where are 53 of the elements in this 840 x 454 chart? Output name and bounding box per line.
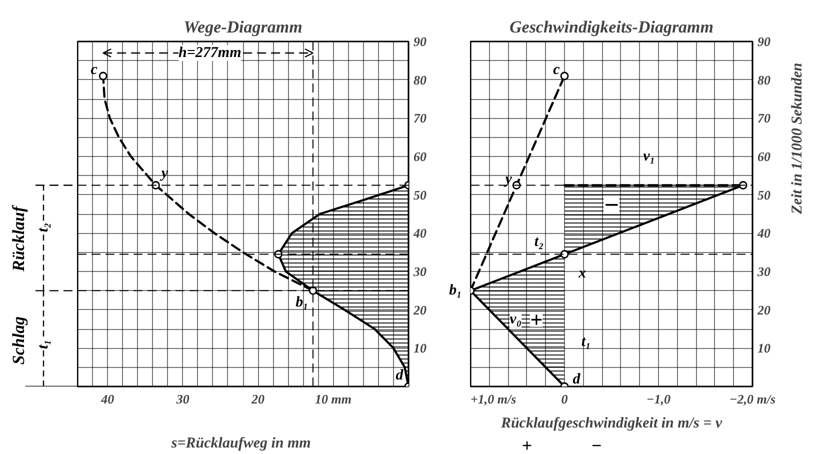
y-tick-label: 70 xyxy=(414,110,427,126)
x-axis-title: Rücklaufgeschwindigkeit in m/s = v xyxy=(500,416,722,432)
annotation: t₁ xyxy=(581,334,591,350)
x-tick-label: 10 mm xyxy=(315,392,352,406)
y-tick-label: 70 xyxy=(758,110,771,126)
y-tick-label: 80 xyxy=(414,72,427,88)
annotation: h=277mm xyxy=(178,45,242,61)
annotation: y xyxy=(503,171,512,188)
y-tick-label: 20 xyxy=(412,302,427,318)
text: − xyxy=(591,436,602,454)
y-tick-label: 50 xyxy=(758,187,771,202)
y-tick-label: 60 xyxy=(414,149,427,164)
y-tick-label: 30 xyxy=(412,264,427,279)
annotation: c xyxy=(90,62,98,78)
x-tick-label: 20 xyxy=(250,392,266,406)
annotation: c xyxy=(553,62,560,78)
annotation: x xyxy=(578,265,587,282)
y-tick-label: 90 xyxy=(758,34,771,49)
y-tick-label: 90 xyxy=(414,34,427,49)
x-tick-label: 0 xyxy=(561,392,568,406)
x-tick-label: −2,0 m/s xyxy=(729,392,776,406)
y-tick-label: 40 xyxy=(412,226,427,241)
text: Schlag xyxy=(9,316,28,365)
y-tick-label: 60 xyxy=(758,149,771,164)
chart-title: Geschwindigkeits-Diagramm xyxy=(509,18,714,36)
y-tick-label: 10 xyxy=(758,340,771,356)
annotation: b₁ xyxy=(449,282,462,299)
annotation: t₂ xyxy=(534,234,544,250)
annotation: y xyxy=(159,165,168,182)
y-tick-label: 40 xyxy=(756,226,771,241)
x-tick-label: 40 xyxy=(100,392,115,406)
annotation: v₀ xyxy=(510,311,522,328)
annotation: d xyxy=(396,368,404,384)
y-tick-label: 30 xyxy=(756,264,771,279)
annotation: − xyxy=(604,190,620,220)
x-tick-label: −1,0 xyxy=(646,392,672,406)
text: Rücklauf xyxy=(9,204,28,273)
x-tick-label: +1,0 m/s xyxy=(470,392,516,406)
annotation: + xyxy=(530,306,543,332)
text: t₁ xyxy=(36,340,52,350)
y-tick-label: 10 xyxy=(414,340,427,356)
text: + xyxy=(522,436,532,454)
annotation: d xyxy=(572,372,581,388)
y-tick-label: 80 xyxy=(758,72,771,88)
annotation: v₁ xyxy=(643,148,656,164)
y-tick-label: 20 xyxy=(756,302,771,318)
y-tick-label: 50 xyxy=(414,187,427,202)
y-axis-title: Zeit in 1/1000 Sekunden xyxy=(790,62,806,215)
chart-title: Wege-Diagramm xyxy=(184,18,302,36)
x-tick-label: 30 xyxy=(175,392,190,406)
text: t₂ xyxy=(36,222,52,232)
annotation: b₁ xyxy=(296,294,308,311)
x-axis-title: s=Rücklaufweg in mm xyxy=(170,436,311,452)
